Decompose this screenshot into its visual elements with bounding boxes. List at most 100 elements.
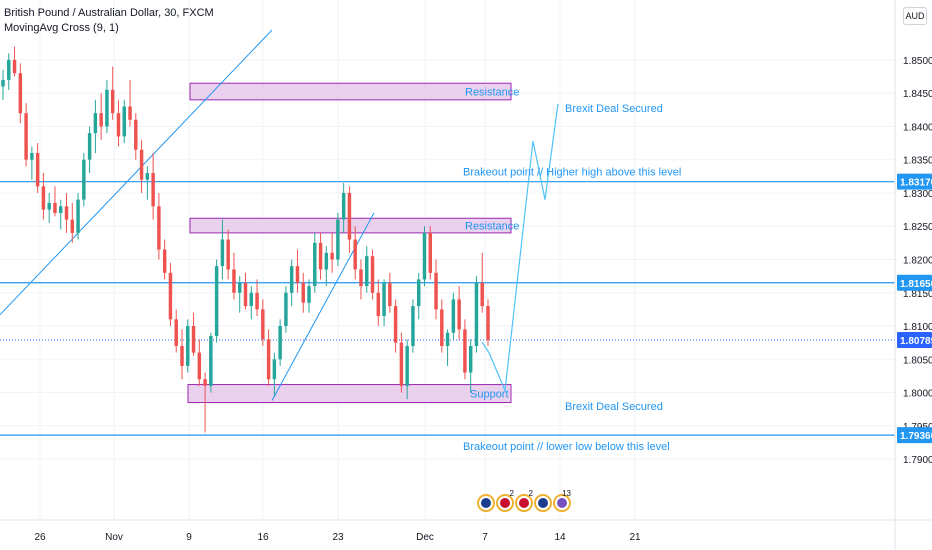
candle-body (278, 326, 282, 360)
event-gb-icon[interactable]: 2 (496, 489, 514, 512)
candle-body (440, 309, 444, 346)
candle-body (24, 113, 28, 160)
candle-body (145, 173, 150, 180)
price-label-text: 1.81650 (900, 279, 932, 290)
event-au-icon[interactable] (477, 494, 495, 512)
candle-body (434, 272, 438, 310)
candle-body (18, 73, 23, 114)
candle-body (416, 279, 421, 307)
symbol-title[interactable]: British Pound / Australian Dollar, 30, F… (4, 7, 214, 19)
chart-legend: British Pound / Australian Dollar, 30, F… (4, 6, 214, 36)
annotations[interactable]: Brexit Deal Secured Brakeout point // Hig… (463, 103, 681, 453)
time-tick-label: 9 (186, 532, 192, 543)
candle-body (93, 113, 98, 134)
zone-box (187, 384, 512, 404)
candle-body (255, 292, 259, 310)
candle-body (451, 299, 456, 333)
price-tick-label: 1.82000 (903, 256, 932, 267)
price-label-text: 1.80789 (900, 336, 932, 347)
candle-body (428, 232, 432, 273)
zone-label: Support (470, 389, 509, 401)
indicator-label[interactable]: MovingAvg Cross (9, 1) (4, 22, 119, 34)
zone-label: Resistance (465, 221, 519, 233)
candle-body (214, 266, 219, 336)
candle-body (128, 106, 132, 120)
projection-path[interactable] (481, 103, 559, 393)
candle-body (376, 292, 381, 317)
economic-events: 2 2 13 (477, 489, 572, 518)
event-au-icon[interactable] (534, 494, 552, 512)
candle-body (70, 219, 75, 233)
candle-body (174, 319, 178, 346)
time-tick-label: 26 (34, 532, 46, 543)
candle-body (330, 252, 334, 260)
time-tick-label: 7 (482, 532, 488, 543)
price-tick-label: 1.81000 (903, 322, 932, 333)
candle-body (301, 282, 305, 303)
price-tick-label: 1.84500 (903, 89, 932, 100)
price-label-text: 1.79360 (900, 431, 932, 442)
candle-body (203, 379, 207, 386)
projection-line (481, 103, 559, 393)
candle-body (157, 206, 161, 250)
time-axis[interactable]: 26 Nov 9 16 23 Dec 7 14 21 (0, 519, 932, 543)
candle-body (186, 326, 190, 366)
price-tick-label: 1.83500 (903, 156, 932, 167)
time-tick-label: 23 (332, 532, 344, 543)
candle-body (226, 239, 230, 270)
candle-body (41, 186, 46, 210)
event-count-label: 13 (562, 489, 571, 498)
candle-body (59, 206, 63, 213)
candle-body (463, 329, 467, 373)
time-tick-label: 16 (257, 532, 269, 543)
trendlines[interactable] (0, 29, 375, 401)
candle-body (474, 282, 479, 346)
candle-body (35, 153, 40, 187)
annotation-text: Brakeout point // lower low below this l… (463, 441, 670, 453)
candle-body (134, 119, 138, 150)
price-tick-label: 1.82500 (903, 222, 932, 233)
candle-body (99, 113, 103, 127)
candle-body (313, 242, 317, 287)
event-gb-icon[interactable]: 2 (515, 489, 533, 512)
candle-body (422, 232, 427, 280)
price-axis[interactable]: 1.85000 1.84500 1.84000 1.83500 1.83000 1.825… (894, 0, 932, 550)
candle-body (110, 89, 115, 114)
candle-body (237, 282, 242, 293)
event-mixed-icon[interactable]: 13 (553, 489, 571, 512)
candle-body (47, 202, 51, 210)
candle-body (180, 345, 184, 366)
candle-body (12, 59, 17, 74)
price-label-box (897, 332, 932, 349)
price-tick-label: 1.83000 (903, 189, 932, 200)
annotation-text: Brexit Deal Secured (565, 103, 663, 115)
candle-body (249, 292, 254, 307)
candlesticks (1, 46, 490, 433)
trendline-rising (0, 29, 273, 316)
grid (0, 0, 895, 520)
candle-body (336, 219, 340, 260)
candle-body (347, 192, 352, 240)
candle-body (261, 309, 265, 340)
trendline-channel (271, 212, 375, 401)
price-tick-label: 1.84000 (903, 122, 932, 133)
price-tick-label: 1.81500 (903, 289, 932, 300)
candle-body (139, 149, 144, 180)
price-label-box (897, 274, 932, 291)
zone-label: Resistance (465, 87, 519, 99)
candle-body (272, 359, 277, 380)
candle-body (87, 133, 92, 160)
candle-body (382, 282, 386, 317)
zone-box (189, 82, 512, 101)
candle-body (243, 282, 248, 307)
price-tick-label: 1.79000 (903, 455, 932, 466)
candle-body (191, 326, 196, 353)
candle-body (318, 242, 323, 270)
candle-body (480, 282, 484, 307)
candle-body (168, 272, 173, 320)
candle-body (393, 306, 398, 343)
candle-body (405, 345, 409, 386)
candle-body (468, 345, 473, 373)
currency-button[interactable]: AUD (903, 7, 927, 25)
